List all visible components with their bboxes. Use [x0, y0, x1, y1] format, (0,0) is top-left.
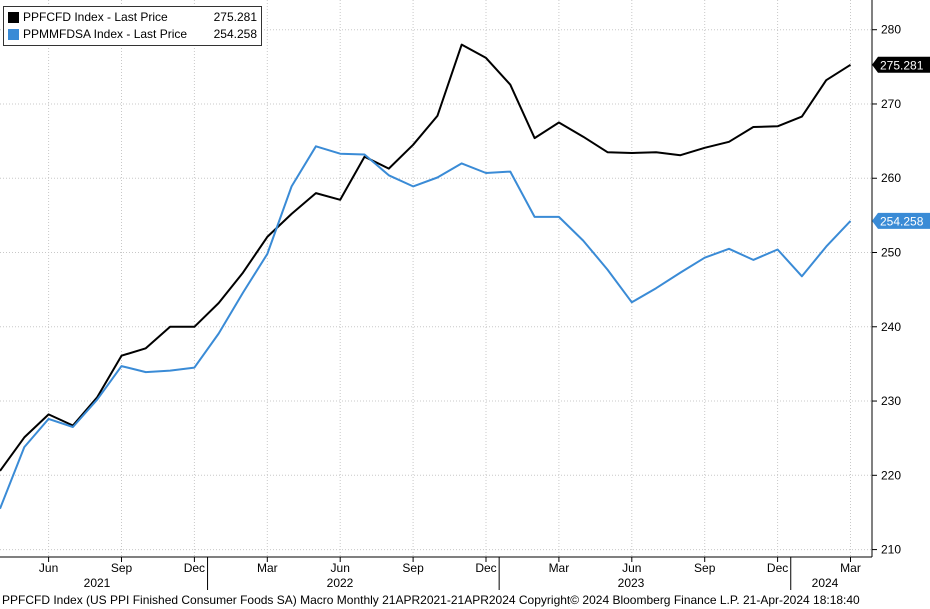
series-line-ppmmfdsa: [0, 145, 852, 510]
y-tick-label: 230: [881, 394, 901, 408]
last-price-tag-ppmmfdsa-text: 254.258: [880, 214, 924, 228]
last-price-tag-ppmmfdsa: [872, 212, 930, 229]
x-tick-label: Mar: [257, 561, 278, 575]
x-tick-label: Dec: [475, 561, 496, 575]
x-tick-label: Sep: [694, 561, 716, 575]
x-tick-label: Dec: [767, 561, 788, 575]
y-tick-label: 220: [881, 468, 901, 482]
legend-value-ppfcfd: 275.281: [213, 10, 257, 24]
x-tick-label: Sep: [111, 561, 133, 575]
y-tick-label: 280: [881, 23, 901, 37]
year-label: 2024: [812, 576, 839, 590]
legend: PPFCFD Index - Last Price 275.281 PPMMFD…: [3, 6, 262, 46]
y-tick-label: 240: [881, 320, 901, 334]
year-label: 2023: [618, 576, 645, 590]
x-tick-label: Mar: [840, 561, 861, 575]
y-tick-label: 260: [881, 171, 901, 185]
x-tick-label: Jun: [331, 561, 350, 575]
legend-item-ppmmfdsa: PPMMFDSA Index - Last Price 254.258: [8, 26, 257, 43]
y-tick-label: 210: [881, 543, 901, 557]
series-line-ppfcfd: [0, 43, 852, 472]
year-label: 2022: [327, 576, 354, 590]
y-tick-label: 250: [881, 246, 901, 260]
legend-value-ppmmfdsa: 254.258: [213, 27, 257, 41]
legend-swatch-ppmmfdsa: [8, 29, 19, 40]
x-tick-label: Sep: [402, 561, 424, 575]
last-price-tag-ppfcfd-text: 275.281: [880, 58, 924, 72]
year-label: 2021: [84, 576, 111, 590]
x-tick-label: Jun: [39, 561, 58, 575]
x-tick-label: Mar: [549, 561, 570, 575]
last-price-tag-ppfcfd: [872, 56, 930, 73]
y-tick-label: 270: [881, 97, 901, 111]
legend-label-ppmmfdsa: PPMMFDSA Index - Last Price: [23, 27, 188, 41]
x-tick-label: Jun: [622, 561, 641, 575]
legend-swatch-ppfcfd: [8, 12, 19, 23]
legend-item-ppfcfd: PPFCFD Index - Last Price 275.281: [8, 9, 257, 26]
x-tick-label: Dec: [184, 561, 205, 575]
chart-footer: PPFCFD Index (US PPI Finished Consumer F…: [2, 593, 860, 607]
legend-label-ppfcfd: PPFCFD Index - Last Price: [23, 10, 168, 24]
